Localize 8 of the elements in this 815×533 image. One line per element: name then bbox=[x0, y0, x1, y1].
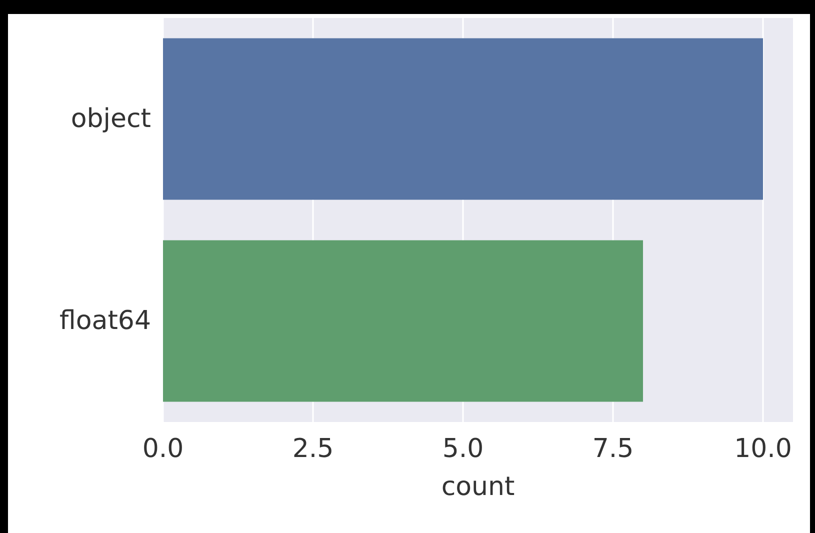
x-tick-label: 2.5 bbox=[292, 434, 334, 464]
x-tick-label: 7.5 bbox=[592, 434, 634, 464]
y-tick-label: object bbox=[70, 104, 151, 134]
y-tick-label: float64 bbox=[60, 306, 151, 336]
x-tick-label: 5.0 bbox=[442, 434, 484, 464]
x-tick-label: 0.0 bbox=[142, 434, 184, 464]
x-tick-label: 10.0 bbox=[734, 434, 792, 464]
x-axis-title: count bbox=[441, 472, 515, 502]
